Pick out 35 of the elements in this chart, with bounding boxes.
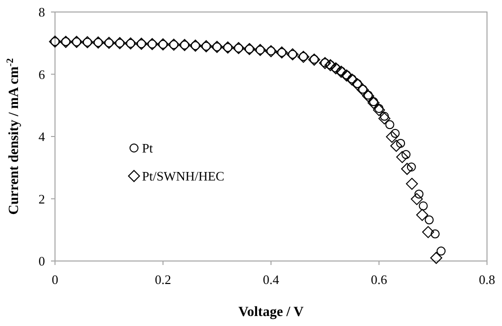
y-tick-label: 0 — [38, 254, 45, 268]
x-axis-title: Voltage / V — [238, 305, 304, 320]
point — [410, 193, 423, 206]
legend-label: Pt/SWNH/HEC — [142, 168, 224, 184]
y-tick-label: 8 — [38, 4, 45, 20]
point — [418, 201, 428, 210]
point — [424, 215, 434, 224]
point — [436, 246, 446, 256]
x-tick-label: 0 — [52, 272, 58, 287]
point — [396, 138, 406, 148]
y-tick-label: 6 — [38, 66, 46, 82]
x-tick-label: 0.8 — [478, 272, 496, 287]
point — [373, 104, 385, 116]
point — [368, 96, 380, 109]
point — [430, 229, 440, 238]
point — [390, 140, 402, 152]
point — [346, 74, 358, 86]
point — [422, 226, 434, 238]
point — [416, 208, 428, 221]
point — [362, 90, 374, 102]
x-tick-label: 0.6 — [370, 272, 388, 287]
point — [386, 130, 398, 143]
point — [430, 252, 442, 264]
x-tick-label: 0.2 — [154, 272, 172, 287]
point — [385, 120, 394, 130]
point — [380, 112, 389, 121]
y-tick-label: 2 — [38, 191, 45, 206]
point — [401, 162, 414, 175]
y-tick-label: 4 — [38, 129, 46, 144]
legend-label: Pt — [142, 140, 154, 156]
point — [364, 90, 373, 100]
point — [406, 178, 418, 190]
x-tick-label: 0.4 — [262, 272, 280, 287]
point — [378, 112, 390, 124]
point — [396, 151, 408, 164]
